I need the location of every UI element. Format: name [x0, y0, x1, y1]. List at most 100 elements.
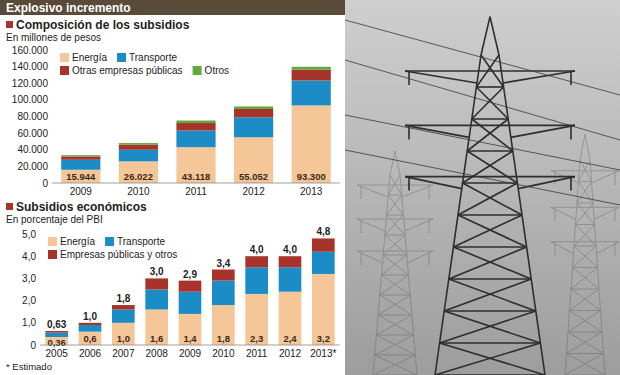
legend-swatch: [193, 66, 202, 75]
legend-label: Otros: [205, 65, 229, 76]
value-label: 1,6: [150, 333, 163, 344]
tower-line: [571, 289, 599, 290]
photo: [345, 0, 620, 375]
bar-segment: [279, 292, 302, 345]
bar-segment: [292, 105, 331, 183]
power-wire: [345, 60, 620, 140]
legend-label: Transporte: [129, 52, 177, 63]
x-tick-label: 2012: [279, 348, 302, 359]
tower-line: [573, 267, 598, 268]
header-band: [0, 0, 345, 15]
tower-far: [357, 134, 619, 375]
bar-segment: [119, 145, 158, 150]
tower-line: [576, 225, 597, 247]
tower-line: [615, 171, 616, 185]
x-tick-label: 2005: [46, 348, 69, 359]
x-tick-label: 2010: [127, 186, 150, 197]
tower-line: [453, 246, 526, 248]
bar-segment: [279, 256, 302, 267]
legend-swatch: [105, 237, 114, 246]
tower-line: [385, 215, 404, 235]
chart-title: Composición de los subsidios: [16, 18, 190, 32]
total-label: 1,0: [83, 311, 97, 322]
tower-line: [444, 311, 540, 343]
y-tick-label: 5,0: [22, 229, 36, 240]
tower-line: [361, 185, 362, 199]
bar-segment: [145, 278, 168, 289]
tower-line: [567, 353, 604, 354]
bar-segment: [119, 143, 158, 145]
bar-segment: [119, 161, 158, 183]
bar-segment: [212, 281, 235, 305]
value-label: 0,36: [47, 337, 66, 348]
tower-line: [555, 242, 556, 256]
legend-swatch: [60, 66, 69, 75]
tower-line: [463, 183, 522, 215]
tower-line: [571, 268, 598, 290]
tower-line: [490, 17, 499, 55]
tower-line: [458, 183, 517, 215]
total-label: 4,0: [250, 244, 264, 255]
tower-line: [467, 150, 513, 152]
y-tick-label: 2,0: [22, 295, 36, 306]
tower-line: [571, 289, 601, 311]
footnote: * Estimado: [6, 361, 52, 372]
chart-title: Subsidios económicos: [16, 200, 147, 214]
y-tick-label: 1,0: [22, 317, 36, 328]
tower-line: [440, 311, 536, 343]
value-label: 2,3: [250, 333, 263, 344]
bar-segment: [245, 294, 268, 345]
tower-line: [568, 332, 604, 354]
legend-swatch: [48, 237, 57, 246]
total-label: 3,4: [216, 258, 230, 269]
bar-segment: [312, 252, 335, 274]
value-label: 2,4: [283, 333, 297, 344]
title-bullet: [6, 203, 13, 210]
tower-line: [444, 310, 536, 312]
tower-line: [383, 235, 405, 255]
bar-segment: [179, 292, 202, 314]
value-label: 43.118: [182, 171, 211, 182]
tower-line: [429, 219, 430, 233]
legend-swatch: [60, 53, 69, 62]
x-tick-label: 2011: [246, 348, 268, 359]
tower-line: [615, 207, 616, 221]
header-title: Explosivo incremento: [6, 1, 131, 15]
tower-line: [568, 311, 601, 333]
bar-segment: [212, 305, 235, 345]
tower-line: [449, 278, 531, 280]
chart-subtitle: En porcentaje del PBI: [6, 214, 103, 225]
tower-line: [577, 203, 595, 225]
tower-line: [435, 374, 545, 375]
tower-line: [429, 185, 430, 199]
tower-line: [383, 255, 407, 256]
power-wire: [345, 150, 620, 205]
tower-line: [357, 185, 433, 186]
tower-line: [567, 332, 603, 354]
tower-near: [405, 17, 575, 375]
bar-segment: [279, 267, 302, 291]
stage: Explosivo incremento Composición de los s…: [0, 0, 620, 375]
legend-label: Energía: [60, 236, 95, 247]
tower-line: [444, 279, 531, 311]
tower-line: [375, 355, 417, 375]
tower-line: [387, 215, 404, 216]
total-label: 1,8: [116, 293, 130, 304]
tower-line: [570, 177, 572, 191]
tower-line: [458, 215, 527, 247]
tower-line: [574, 246, 598, 268]
chart-subtitle: En millones de pesos: [6, 32, 101, 43]
bar-segment: [292, 70, 331, 81]
bar-segment: [112, 305, 135, 309]
tower-line: [467, 151, 517, 183]
tower-line: [361, 219, 362, 233]
tower-line: [408, 71, 410, 85]
total-label: 4,0: [283, 244, 297, 255]
tower-line: [597, 242, 619, 254]
tower-line: [376, 335, 413, 336]
tower-line: [382, 275, 411, 295]
tower-line: [378, 315, 412, 316]
tower-line: [408, 177, 410, 191]
bar-segment: [176, 131, 215, 148]
tower-line: [440, 343, 545, 375]
